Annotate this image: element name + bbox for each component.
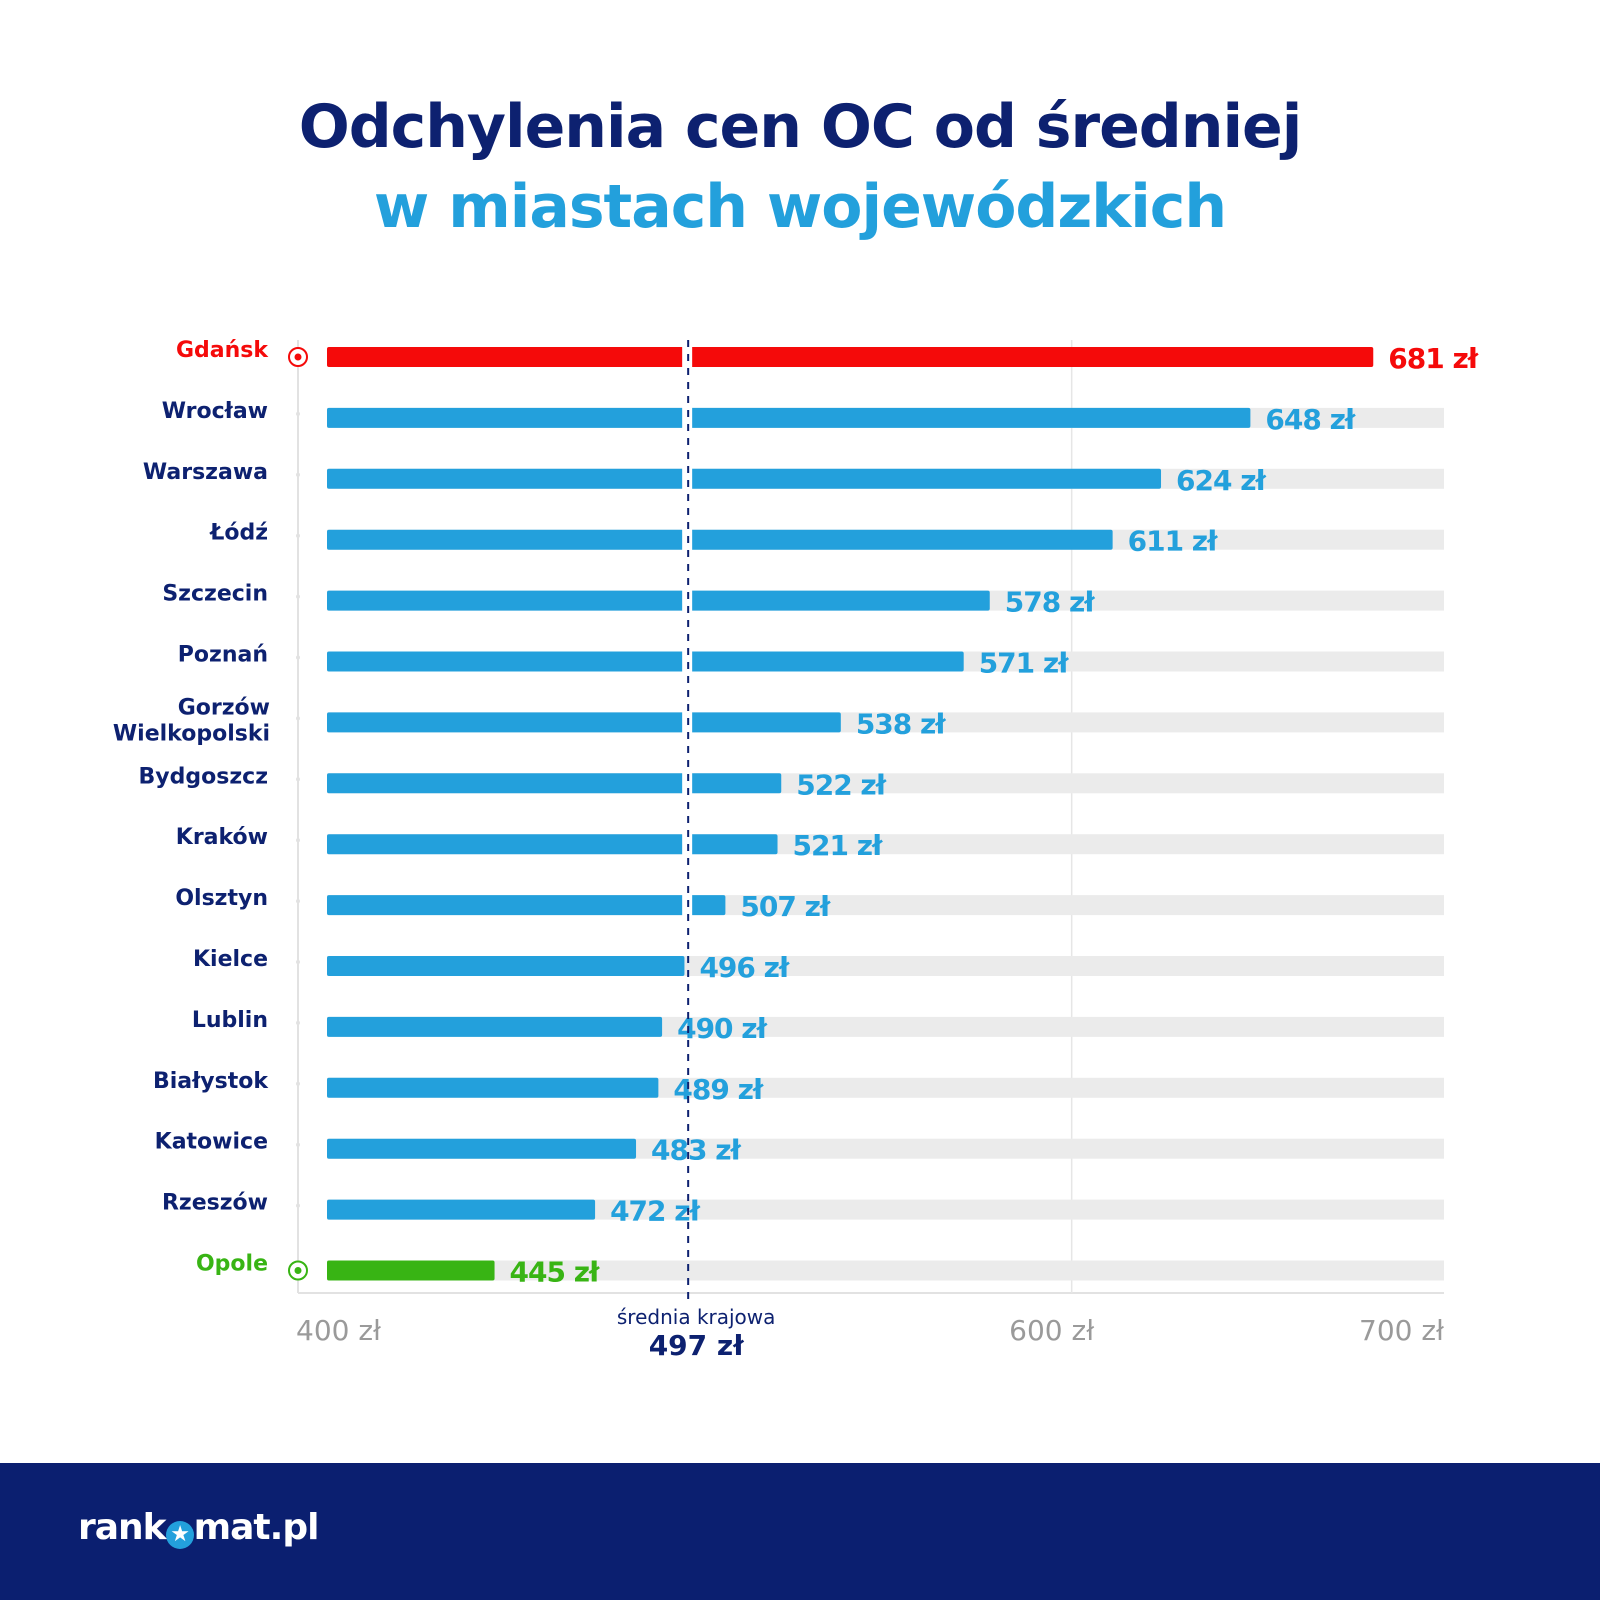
bar-track: [327, 1260, 1444, 1281]
category-label: Warszawa: [143, 460, 268, 485]
value-label: 490 zł: [677, 1012, 767, 1045]
x-tick-label: 700 zł: [1359, 1314, 1444, 1347]
bar-gorzów-wielkopolski: [327, 712, 841, 733]
value-label: 496 zł: [699, 951, 789, 984]
axis-tick: [296, 411, 300, 416]
bar-katowice: [327, 1138, 637, 1159]
axis-tick: [296, 899, 300, 904]
x-tick-label: 400 zł: [296, 1314, 381, 1347]
bar-gap: [682, 467, 693, 490]
target-icon-dot: [294, 353, 302, 361]
value-label: 507 zł: [740, 890, 830, 923]
average-label: średnia krajowa: [617, 1305, 776, 1329]
value-label: 681 zł: [1388, 342, 1478, 375]
bar-olsztyn: [327, 895, 726, 916]
bar-gdańsk: [327, 347, 1374, 367]
value-label: 483 zł: [651, 1134, 741, 1167]
bar-gap: [682, 406, 693, 429]
value-label: 472 zł: [610, 1195, 700, 1228]
bar-kielce: [327, 956, 685, 976]
bar-gap: [682, 650, 693, 673]
bar-białystok: [327, 1077, 659, 1098]
bar-warszawa: [327, 468, 1162, 489]
value-label: 571 zł: [979, 647, 1069, 680]
value-label: 445 zł: [510, 1256, 600, 1289]
category-label: Poznań: [178, 643, 268, 668]
axis-tick: [296, 716, 300, 721]
category-label: Szczecin: [162, 582, 268, 607]
bar-rzeszów: [327, 1199, 596, 1220]
category-label: Kraków: [176, 825, 268, 850]
value-label: 578 zł: [1005, 586, 1095, 619]
x-tick-label: 600 zł: [1009, 1314, 1094, 1347]
category-label: Katowice: [155, 1130, 268, 1155]
category-label: Opole: [196, 1252, 268, 1277]
category-label: Rzeszów: [162, 1191, 268, 1216]
bar-chart: 681 zł Gdańsk 648 zł Wrocław 624 zł Warszawa 6…: [113, 338, 1480, 1362]
axis-tick: [296, 1020, 300, 1025]
category-label: Wielkopolski: [113, 721, 270, 746]
bar-opole: [327, 1260, 495, 1281]
bar-gap: [682, 772, 693, 795]
axis-tick: [296, 777, 300, 782]
axis-tick: [296, 1081, 300, 1086]
value-label: 489 zł: [673, 1073, 763, 1106]
chart-subtitle: w miastach wojewódzkich: [373, 172, 1227, 242]
average-value: 497 zł: [649, 1329, 744, 1362]
axis-tick: [296, 1142, 300, 1147]
category-label: Wrocław: [162, 399, 268, 424]
bar-poznań: [327, 651, 964, 672]
category-label: Białystok: [153, 1069, 269, 1094]
axis-tick: [296, 533, 300, 538]
value-label: 538 zł: [856, 707, 946, 740]
category-label: Gorzów: [178, 695, 270, 720]
axis-tick: [296, 838, 300, 843]
category-label: Bydgoszcz: [139, 764, 268, 789]
category-label: Kielce: [193, 947, 268, 972]
bar-bydgoszcz: [327, 773, 782, 794]
axis-tick: [296, 472, 300, 477]
category-label: Olsztyn: [175, 886, 268, 911]
value-label: 522 zł: [796, 768, 886, 801]
target-icon-dot: [294, 1267, 302, 1274]
value-label: 521 zł: [793, 829, 883, 862]
bar-wrocław: [327, 407, 1251, 428]
value-label: 611 zł: [1128, 525, 1218, 558]
bar-kraków: [327, 834, 778, 855]
chart-title: Odchylenia cen OC od średniej: [298, 92, 1303, 162]
star-icon: ★: [165, 1521, 194, 1549]
bar-łódź: [327, 529, 1113, 550]
rankomat-logo: rank ★ mat.pl: [78, 1507, 319, 1549]
footer: rank ★ mat.pl: [0, 1463, 1600, 1600]
value-label: 648 zł: [1265, 403, 1355, 436]
axis-tick: [296, 960, 300, 964]
bar-lublin: [327, 1016, 663, 1037]
axis-tick: [296, 655, 300, 660]
bar-track: [327, 1199, 1444, 1220]
category-label: Gdańsk: [176, 338, 269, 363]
category-label: Łódź: [209, 521, 268, 546]
bar-gap: [682, 589, 693, 612]
value-label: 624 zł: [1176, 464, 1266, 497]
axis-tick: [296, 594, 300, 599]
bar-szczecin: [327, 590, 990, 611]
axis-tick: [296, 1203, 300, 1208]
category-label: Lublin: [192, 1008, 268, 1033]
